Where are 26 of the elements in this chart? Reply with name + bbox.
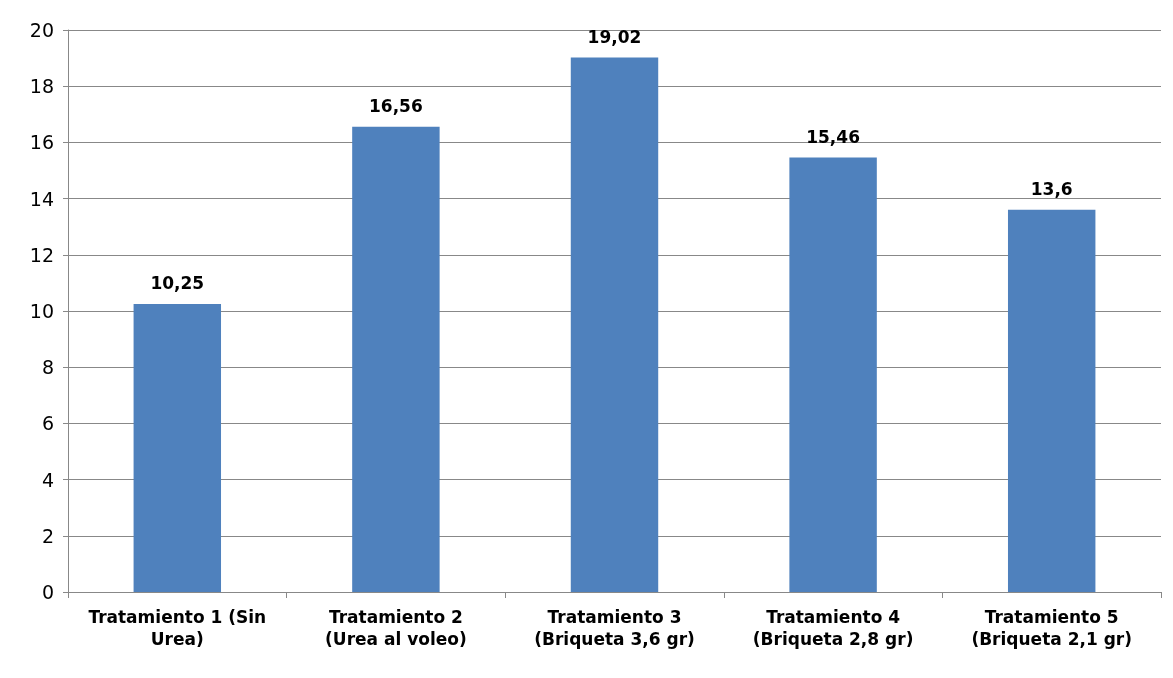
bar xyxy=(352,126,440,592)
x-tick-label: Tratamiento 5 (Briqueta 2,1 gr) xyxy=(971,607,1133,649)
bar xyxy=(570,57,659,592)
y-tick-label: 8 xyxy=(41,356,54,379)
y-tick-label: 20 xyxy=(29,19,54,41)
x-tick-label: Tratamiento 2 (Urea al voleo) xyxy=(325,607,467,649)
bar xyxy=(789,157,877,592)
data-label: 13,6 xyxy=(1030,179,1073,200)
y-tick-label: 10 xyxy=(29,300,54,322)
x-tick-label: Tratamiento 4 (Briqueta 2,8 gr) xyxy=(752,607,914,649)
y-tick-label: 0 xyxy=(41,581,54,603)
y-tick-label: 16 xyxy=(29,131,54,154)
data-label: 19,02 xyxy=(587,27,642,48)
y-tick-label: 14 xyxy=(29,187,54,210)
y-tick-label: 12 xyxy=(29,243,54,266)
data-label: 10,25 xyxy=(150,273,205,294)
x-tick-label: Tratamiento 3 (Briqueta 3,6 gr) xyxy=(534,607,695,649)
bar xyxy=(133,303,222,592)
data-label: 16,56 xyxy=(369,96,423,117)
x-tick-label: Tratamiento 1 (Sin Urea) xyxy=(88,607,267,649)
data-label: 15,46 xyxy=(806,127,860,148)
y-tick-label: 4 xyxy=(41,468,54,491)
bar xyxy=(1007,209,1096,592)
y-tick-label: 6 xyxy=(41,412,54,435)
y-tick-label: 18 xyxy=(29,75,54,98)
y-tick-label: 2 xyxy=(41,524,54,547)
